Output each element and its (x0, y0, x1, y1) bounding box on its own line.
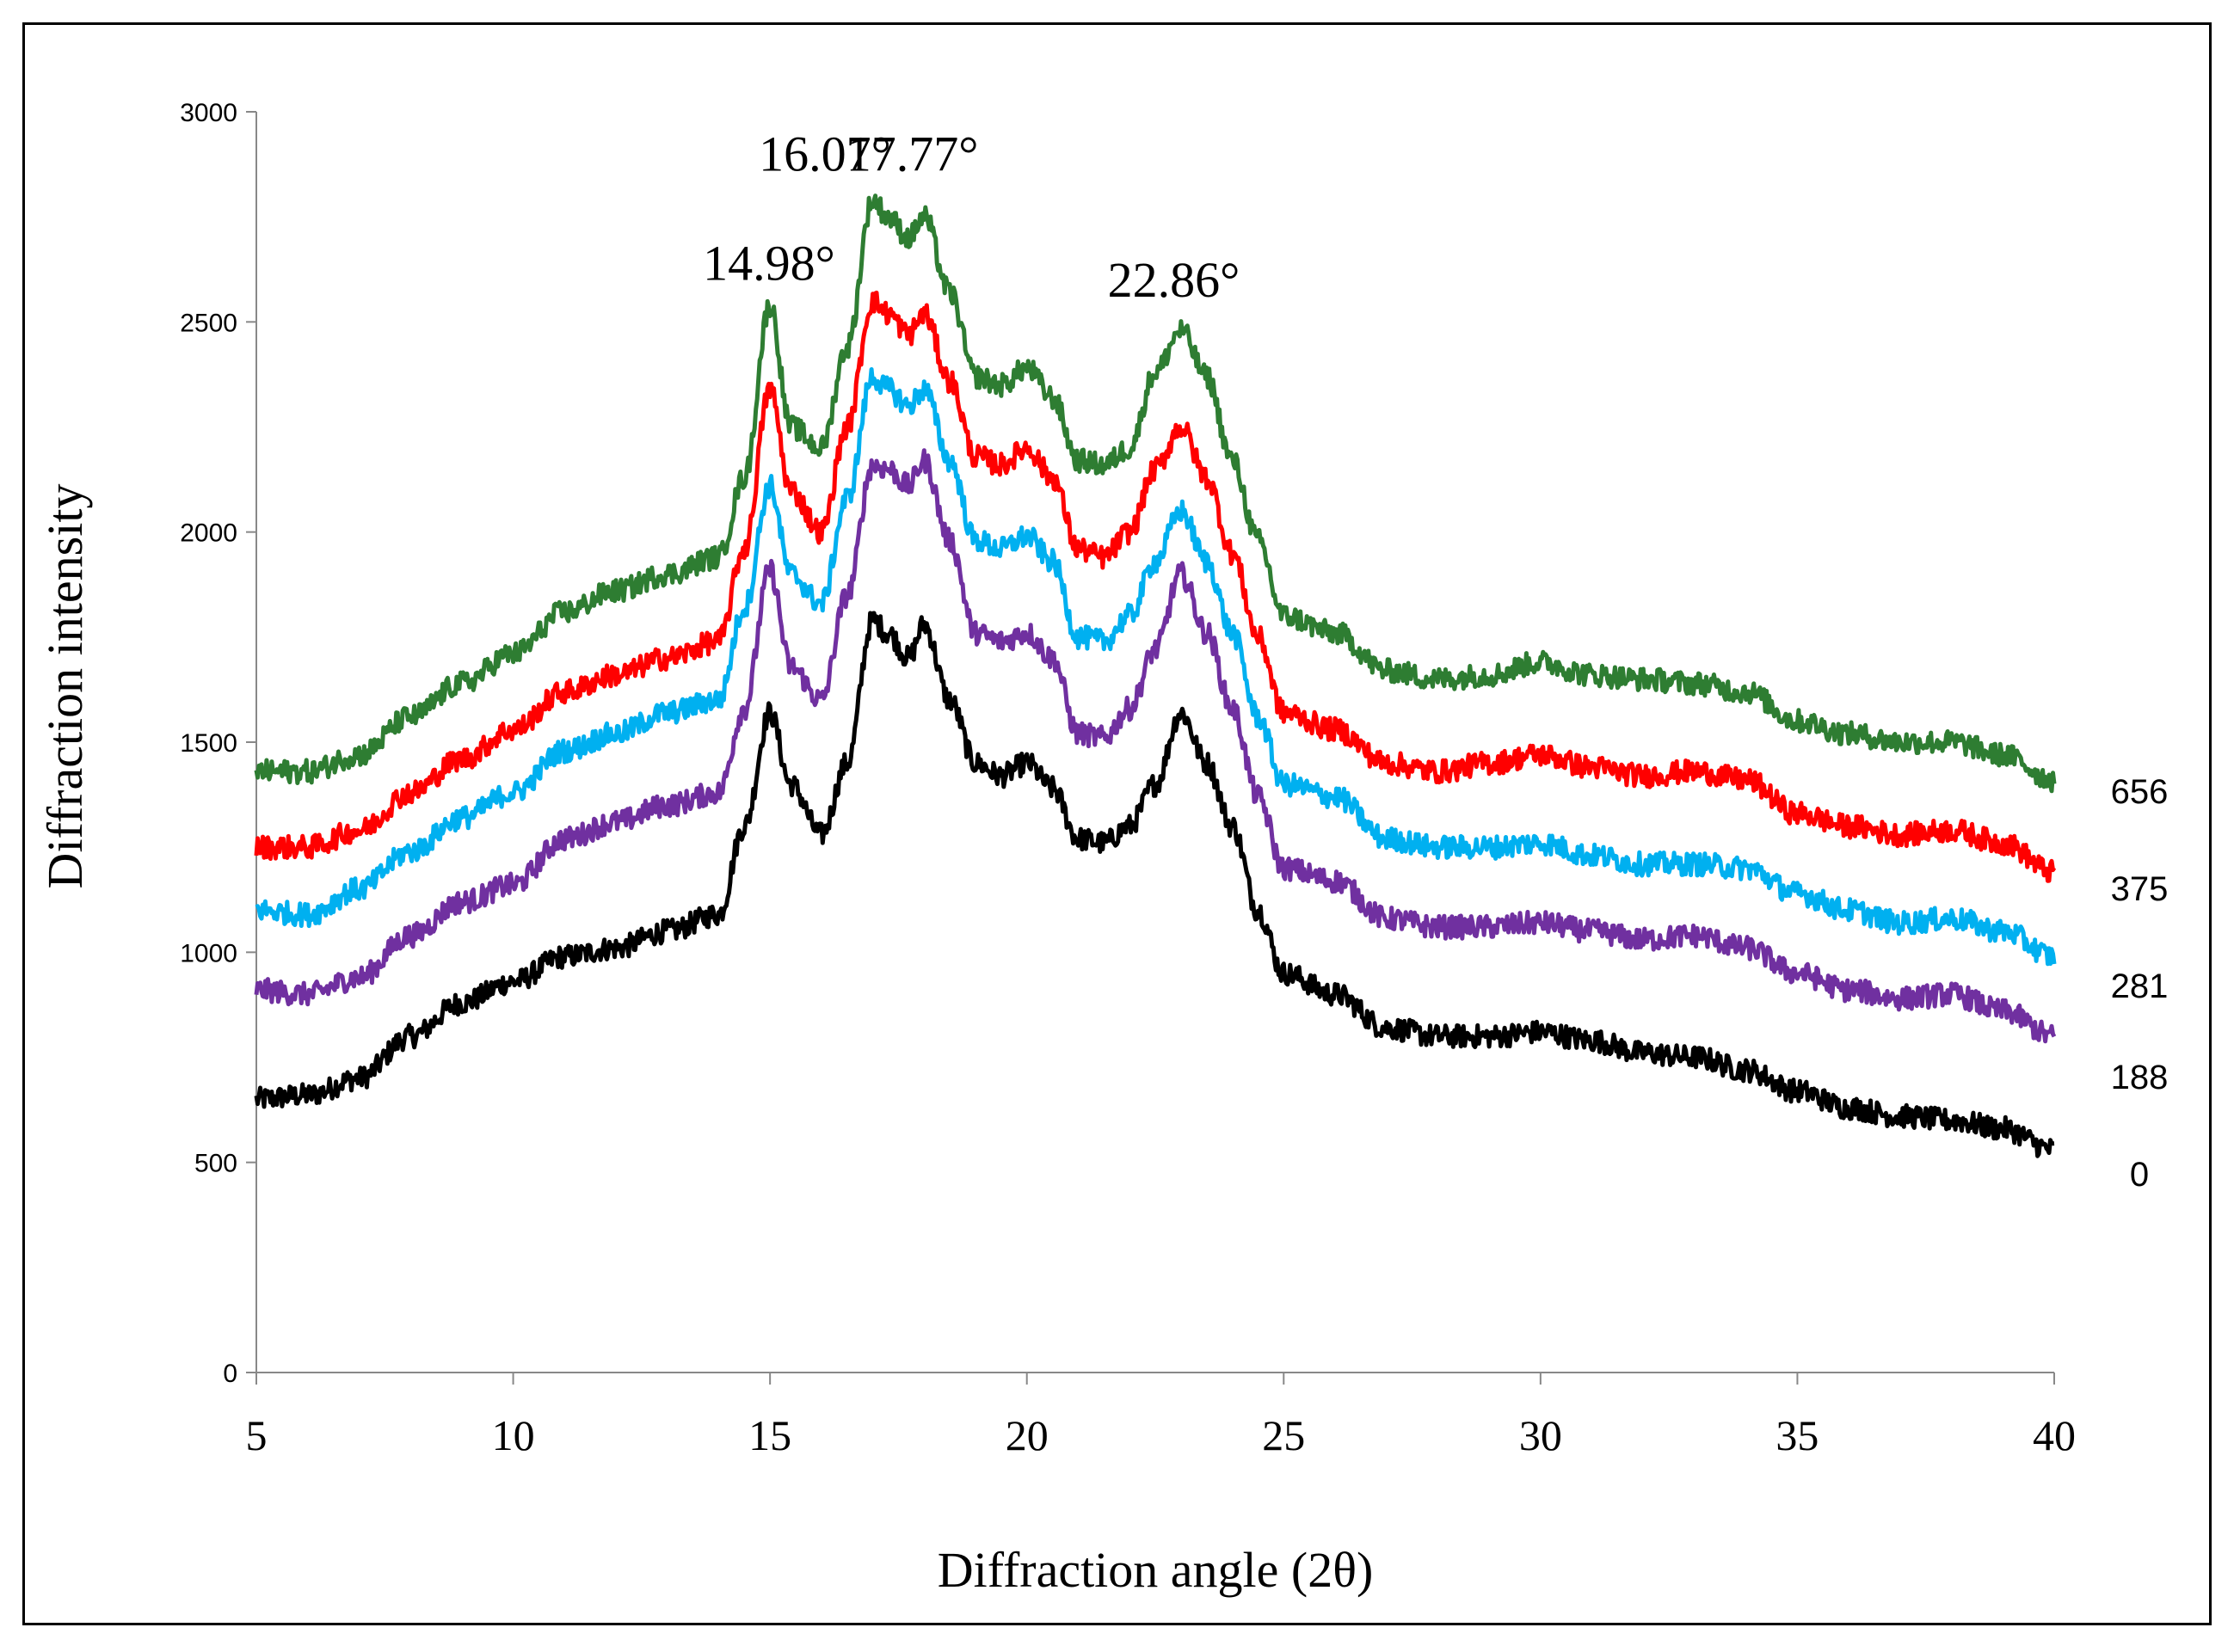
series-label: 188 (2111, 1059, 2169, 1096)
x-tick-label: 10 (492, 1411, 535, 1459)
series-label: 281 (2111, 967, 2169, 1005)
series-label: 656 (2111, 773, 2169, 811)
series-line-656 (254, 193, 2057, 794)
x-tick-label: 15 (748, 1411, 791, 1459)
series-label: 375 (2111, 870, 2169, 908)
y-tick-label: 0 (223, 1360, 237, 1388)
y-tick-label: 2500 (180, 309, 237, 337)
x-tick-label: 25 (1262, 1411, 1305, 1459)
y-tick-label: 3000 (180, 99, 237, 127)
peak-annotation: 14.98° (703, 235, 835, 291)
x-tick-label: 40 (2033, 1411, 2076, 1459)
x-axis-title: Diffraction angle (2θ) (938, 1542, 1374, 1598)
x-tick-label: 30 (1519, 1411, 1562, 1459)
series-line-188 (254, 448, 2057, 1044)
y-tick-label: 1500 (180, 729, 237, 758)
series-line-0 (254, 611, 2055, 1158)
peak-annotation: 22.86° (1108, 252, 1240, 308)
y-axis-title: Diffraction intensity (37, 484, 93, 889)
y-tick-label: 500 (194, 1150, 237, 1178)
series-label: 0 (2130, 1156, 2149, 1194)
x-tick-label: 20 (1006, 1411, 1049, 1459)
x-tick-label: 5 (246, 1411, 268, 1459)
y-tick-label: 1000 (180, 939, 237, 967)
figure-frame (22, 22, 2212, 1625)
peak-annotation: 16.07° (759, 126, 891, 181)
series-line-375 (254, 290, 2057, 883)
peak-annotation: 17.77° (846, 126, 979, 181)
series-line-281 (255, 367, 2057, 967)
x-tick-label: 35 (1776, 1411, 1819, 1459)
y-tick-label: 2000 (180, 519, 237, 548)
